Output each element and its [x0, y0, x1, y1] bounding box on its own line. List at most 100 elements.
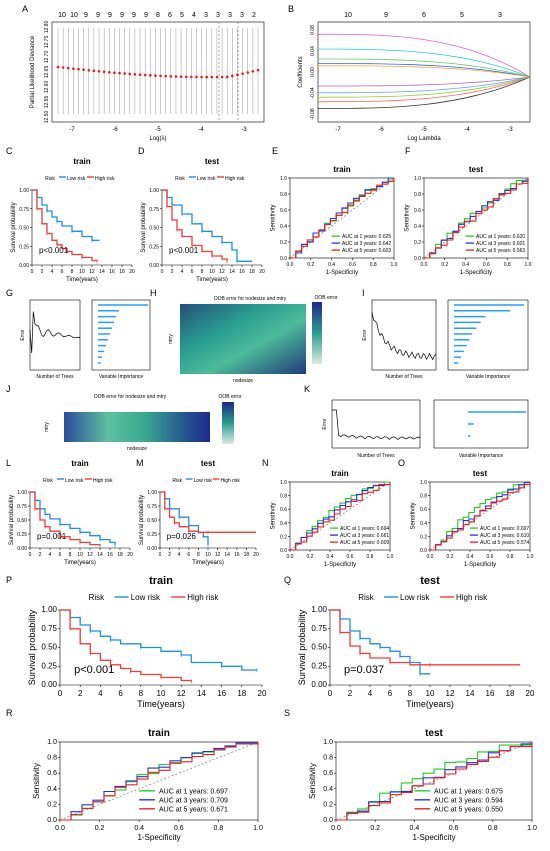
roc-legend-3-f: AUC at 5 years: 0.563 [476, 248, 525, 254]
roc-ytick-label-s: 0.8 [323, 755, 333, 762]
km-title-l: train [71, 459, 88, 468]
coef-ytick-label-b: -0.04 [310, 87, 316, 99]
km-ytick-label-q: 1.00 [311, 605, 327, 614]
km-ytick-label-d: 0.00 [149, 263, 159, 269]
km-xlabel-m: Time(years) [192, 560, 224, 566]
cv-point-a [107, 70, 111, 74]
roc-title-f: test [469, 165, 484, 174]
km-xtick-label-c: 2 [41, 269, 44, 275]
cv-top-tick-a: 9 [84, 12, 88, 19]
km-ytick-label-l: 0.25 [17, 532, 27, 538]
roc-xtick-label-s: 0.2 [370, 825, 380, 832]
cv-point-a [82, 68, 85, 72]
cv-point-a [246, 71, 250, 74]
km-xlabel-l: Time(years) [64, 560, 96, 566]
coef-xtick-label-b: -6 [378, 127, 384, 133]
coef-path-b [318, 58, 531, 78]
km-xtick-label-p: 20 [258, 689, 267, 698]
km-legend-risk-p: Risk [89, 593, 106, 602]
roc-title-s: test [425, 728, 443, 739]
km-xtick-label-l: 2 [39, 552, 42, 558]
km-ytick-label-l: 0.00 [17, 546, 27, 552]
roc-xtick-label-r: 0.6 [174, 825, 184, 832]
cv-point-a [190, 75, 193, 79]
km-xtick-label-q: 4 [368, 689, 373, 698]
cv-point-a [220, 75, 224, 79]
roc-xtick-label-e: 0.0 [287, 262, 294, 268]
roc-ytick-label-r: 0.0 [47, 817, 57, 824]
roc-xtick-label-n: 0.6 [347, 554, 354, 560]
panel-label-b: B [288, 4, 295, 14]
roc-ytick-label-o: 0.6 [420, 507, 427, 513]
km-ytick-label-c: 0.00 [19, 263, 29, 269]
roc-ytick-label-n: 1.0 [280, 480, 287, 486]
km-legend-low-m: Low risk [194, 478, 213, 484]
panel-label-i: I [362, 288, 365, 298]
heatmap-field-h [180, 304, 306, 374]
cv-top-tick-a: 5 [180, 12, 184, 19]
roc-legend-1-n: AUC at 1 years: 0.694 [340, 526, 389, 532]
km-legend-low-q: Low risk [400, 593, 430, 602]
panel-label-s: S [284, 708, 291, 718]
cv-point-a [195, 75, 198, 79]
coef-path-b [317, 76, 531, 94]
km-pvalue-p: p<0.001 [74, 664, 114, 676]
km-xtick-label-d: 18 [249, 269, 255, 275]
km-xtick-label-l: 0 [29, 552, 32, 558]
km-xtick-label-c: 20 [129, 269, 135, 275]
roc-ytick-label-f: 0.0 [414, 256, 421, 262]
km-xtick-label-q: 20 [526, 689, 535, 698]
coef-top-tick-b: 3 [498, 12, 502, 19]
km-pvalue-q: p=0.037 [344, 664, 384, 676]
cv-ytick-label-a: 12.50 [44, 111, 50, 124]
cv-top-tick-a: 9 [108, 12, 112, 19]
cv-point-a [87, 68, 91, 72]
km-title-m: test [201, 459, 216, 468]
km-curve-low-c [32, 189, 100, 241]
roc-xlabel-r: 1-Specificity [137, 833, 180, 842]
roc-curve-5yr-e [290, 178, 395, 259]
coef-ytick-label-b: -0.08 [310, 108, 316, 120]
roc-xtick-label-e: 0.4 [328, 262, 335, 268]
km-xtick-label-m: 10 [205, 552, 211, 558]
km-title-d: test [205, 157, 220, 166]
cv-top-tick-a: 4 [192, 12, 196, 19]
km-xtick-label-q: 10 [426, 689, 435, 698]
heatmap-field-j [64, 412, 210, 442]
coef-path-b [318, 33, 531, 78]
cv-ytick-label-a: 12.60 [44, 81, 50, 94]
roc-xlabel-e: 1-Specificity [326, 270, 358, 276]
km-xtick-label-m: 14 [224, 552, 230, 558]
roc-frame-e [289, 177, 395, 259]
km-ytick-label-m: 1.00 [147, 490, 157, 496]
km-ytick-label-d: 1.00 [149, 188, 159, 194]
error-frame-i [371, 299, 437, 371]
cv-point-a [154, 74, 157, 77]
cv-point-a [225, 75, 229, 79]
roc-ytick-label-e: 1.0 [280, 176, 287, 182]
roc-ytick-label-r: 1.0 [47, 739, 57, 746]
importance-frame-k [433, 399, 529, 449]
cv-point-a [138, 73, 142, 77]
coef-path-b [318, 76, 531, 87]
roc-xtick-label-s: 0.6 [449, 825, 459, 832]
cv-xtick-label-a: -3 [241, 127, 247, 133]
km-xtick-label-p: 4 [98, 689, 103, 698]
cv-point-a [164, 74, 167, 78]
panel-label-l: L [6, 458, 12, 468]
panel-label-r: R [6, 708, 13, 718]
roc-title-n: train [331, 469, 348, 478]
km-xtick-label-l: 12 [87, 552, 93, 558]
km-legend-high-c: High risk [95, 176, 115, 182]
roc-ytick-label-s: 1.0 [323, 739, 333, 746]
km-legend-low-c: Low risk [67, 176, 86, 182]
roc-legend-3-r: AUC at 5 years: 0.671 [159, 807, 228, 814]
km-pvalue-m: p=0.026 [167, 532, 197, 541]
roc-frame-o [429, 481, 531, 551]
km-xtick-label-p: 18 [237, 689, 246, 698]
panel-label-p: P [6, 575, 13, 585]
roc-ytick-label-s: 0.2 [323, 801, 333, 808]
panel-label-g: G [6, 288, 14, 298]
cv-top-tick-a: 9 [132, 12, 136, 19]
roc-xtick-label-f: 0.4 [462, 262, 469, 268]
